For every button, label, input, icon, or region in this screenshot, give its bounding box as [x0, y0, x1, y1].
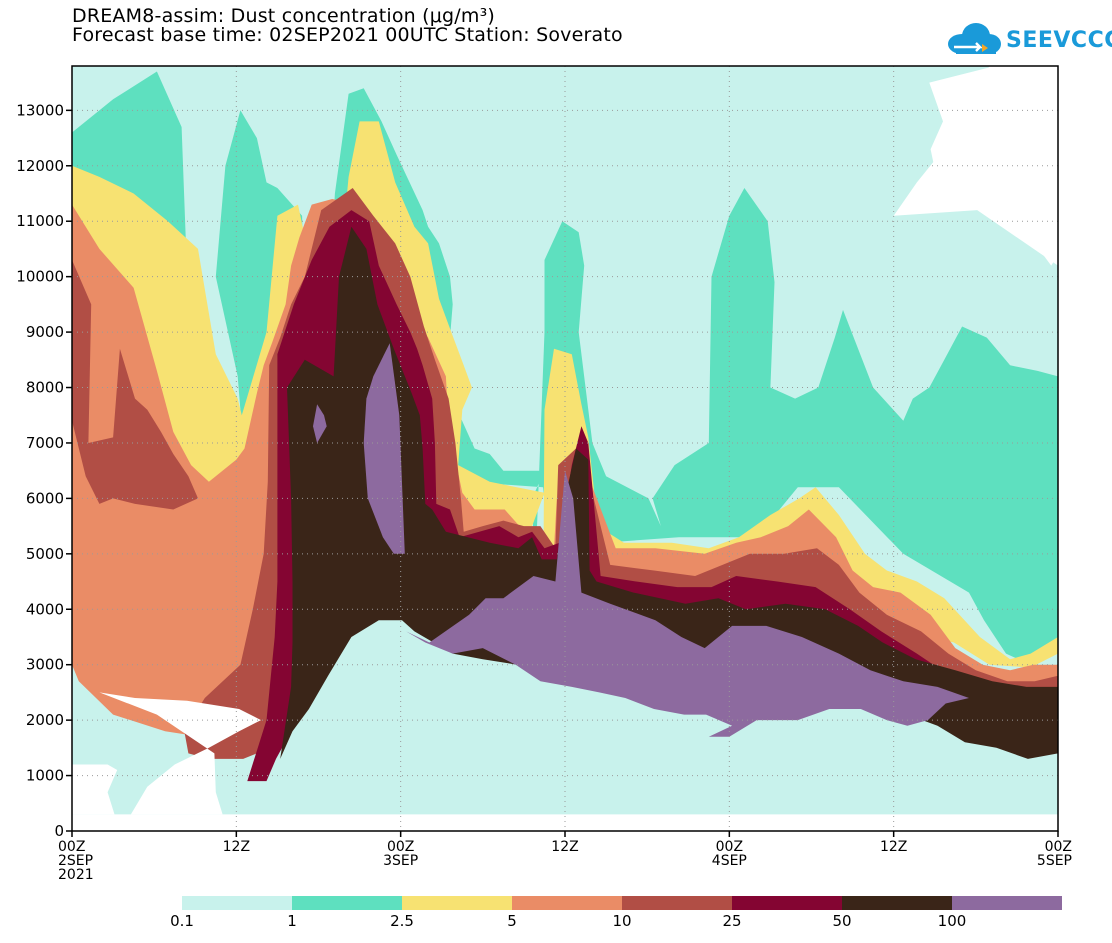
- y-tick-label: 8000: [26, 379, 64, 397]
- legend-swatch: [842, 896, 952, 910]
- y-tick-label: 1000: [26, 767, 64, 785]
- y-tick-label: 9000: [26, 323, 64, 341]
- contour-band-0-11: [929, 66, 1058, 266]
- y-tick-label: 10000: [16, 268, 64, 286]
- contour-layer: [72, 66, 1058, 815]
- x-tick-label: 12Z: [223, 839, 250, 855]
- x-tick-label: 00Z: [387, 839, 414, 855]
- y-tick-label: 0: [54, 822, 64, 840]
- x-tick-label: 12Z: [551, 839, 578, 855]
- seevccc-logo: SEEVCCC: [946, 20, 1112, 58]
- legend-label: 25: [722, 912, 741, 930]
- y-tick-label: 11000: [16, 212, 64, 230]
- y-tick-label: 4000: [26, 600, 64, 618]
- cloud-icon: [948, 23, 1001, 54]
- legend-swatch: [732, 896, 842, 910]
- x-tick-label: 00Z: [58, 839, 85, 855]
- contour-band-100-10: [406, 470, 970, 737]
- y-tick-label: 5000: [26, 545, 64, 563]
- y-tick-label: 12000: [16, 157, 64, 175]
- x-tick-label: 5SEP: [1037, 853, 1072, 869]
- x-tick-label: 2SEP: [58, 853, 93, 869]
- y-tick-label: 13000: [16, 101, 64, 119]
- contour-band-0-12: [72, 764, 118, 815]
- chart-title: DREAM8-assim: Dust concentration (μg/m³): [72, 5, 496, 27]
- contour-band-10-4: [72, 260, 198, 510]
- y-tick-label: 7000: [26, 434, 64, 452]
- x-tick-label: 12Z: [880, 839, 907, 855]
- y-axis: 0 1000 2000 3000 4000 5000 6000 7000 8000 9000 100…: [16, 101, 72, 840]
- colorbar-legend: 0.1 1 2.5 5 10 25 50 100: [170, 896, 1062, 930]
- x-tick-label: 2021: [58, 867, 94, 883]
- legend-swatch: [512, 896, 622, 910]
- y-tick-label: 6000: [26, 489, 64, 507]
- logo-text: SEEVCCC: [1006, 28, 1112, 53]
- legend-swatch: [402, 896, 512, 910]
- chart-subtitle: Forecast base time: 02SEP2021 00UTC Stat…: [72, 24, 623, 46]
- legend-label: 10: [612, 912, 631, 930]
- x-tick-label: 00Z: [716, 839, 743, 855]
- legend-label: 5: [507, 912, 517, 930]
- contour-band-0-13: [99, 692, 262, 815]
- legend-label: 50: [832, 912, 851, 930]
- legend-swatch: [952, 896, 1062, 910]
- legend-label: 100: [938, 912, 967, 930]
- legend-label: 0.1: [170, 912, 194, 930]
- legend-label: 2.5: [390, 912, 414, 930]
- x-tick-label: 4SEP: [712, 853, 747, 869]
- contour-band-100-9: [313, 404, 327, 443]
- legend-swatch: [182, 896, 292, 910]
- y-tick-label: 3000: [26, 656, 64, 674]
- legend-swatch: [622, 896, 732, 910]
- x-tick-label: 00Z: [1045, 839, 1072, 855]
- contour-band-100-8: [363, 343, 405, 554]
- legend-label: 1: [287, 912, 297, 930]
- x-tick-label: 3SEP: [383, 853, 418, 869]
- legend-swatch: [292, 896, 402, 910]
- y-tick-label: 2000: [26, 711, 64, 729]
